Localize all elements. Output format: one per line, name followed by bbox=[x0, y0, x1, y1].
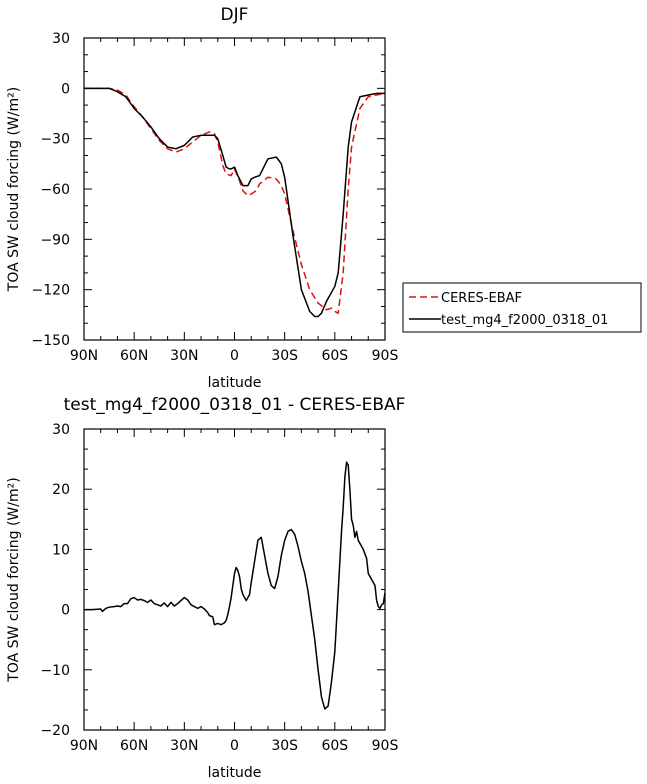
y-tick-label: 30 bbox=[52, 31, 70, 47]
x-tick-label: 60N bbox=[120, 348, 148, 364]
y-tick-label: −10 bbox=[40, 663, 70, 679]
chart-title: test_mg4_f2000_0318_01 - CERES-EBAF bbox=[64, 395, 406, 415]
x-tick-label: 30N bbox=[170, 738, 198, 754]
legend-label: CERES-EBAF bbox=[441, 291, 522, 306]
x-tick-label: 30S bbox=[271, 348, 298, 364]
y-tick-label: 20 bbox=[52, 482, 70, 498]
chart-title: DJF bbox=[221, 5, 249, 25]
x-tick-label: 0 bbox=[230, 738, 239, 754]
legend-box bbox=[402, 282, 642, 333]
plot-frame bbox=[83, 428, 386, 731]
y-tick-label: −120 bbox=[32, 283, 70, 299]
y-tick-label: 30 bbox=[52, 422, 70, 438]
x-tick-label: 0 bbox=[230, 348, 239, 364]
y-tick-label: −60 bbox=[40, 182, 70, 198]
legend: CERES-EBAF test_mg4_f2000_0318_01 bbox=[402, 282, 642, 333]
y-axis-label: TOA SW cloud forcing (W/m²) bbox=[6, 477, 22, 682]
y-axis-label: TOA SW cloud forcing (W/m²) bbox=[6, 87, 22, 292]
y-tick-label: 10 bbox=[52, 542, 70, 558]
y-tick-label: 0 bbox=[61, 603, 70, 619]
series-line-test-mg4-f2000-0318-01 bbox=[84, 87, 385, 318]
series-line-ceres-ebaf bbox=[84, 87, 386, 314]
x-tick-label: 60N bbox=[120, 738, 148, 754]
y-tick-label: 0 bbox=[61, 81, 70, 97]
y-tick-label: −90 bbox=[40, 232, 70, 248]
x-tick-label: 90N bbox=[70, 738, 98, 754]
top-panel: DJF 90N 60N 30N 0 30S 60S 90S 30 0 −30 −60 −90 −120 −1… bbox=[6, 5, 398, 391]
x-axis-label: latitude bbox=[208, 765, 262, 781]
y-tick-label: −20 bbox=[40, 723, 70, 739]
x-tick-label: 30S bbox=[271, 738, 298, 754]
x-tick-label: 90S bbox=[372, 348, 399, 364]
x-tick-label: 60S bbox=[321, 348, 348, 364]
x-axis-label: latitude bbox=[208, 375, 262, 391]
x-tick-label: 60S bbox=[321, 738, 348, 754]
y-tick-label: −150 bbox=[32, 333, 70, 349]
bottom-panel: test_mg4_f2000_0318_01 - CERES-EBAF 90N 60… bbox=[6, 395, 405, 781]
x-tick-label: 90N bbox=[70, 348, 98, 364]
x-tick-label: 30N bbox=[170, 348, 198, 364]
legend-label: test_mg4_f2000_0318_01 bbox=[441, 313, 608, 328]
y-tick-label: −30 bbox=[40, 132, 70, 148]
series-line-difference bbox=[84, 461, 386, 710]
x-tick-label: 90S bbox=[372, 738, 399, 754]
